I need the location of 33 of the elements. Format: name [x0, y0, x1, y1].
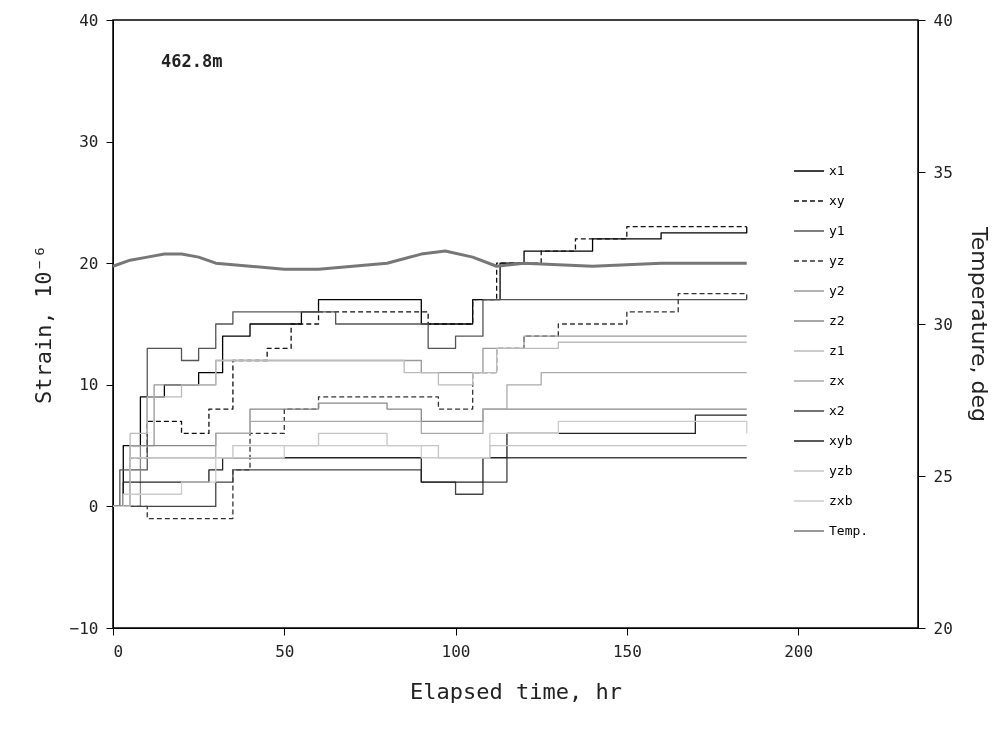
legend-label: xyb [829, 433, 853, 448]
annotation: 462.8m [161, 51, 223, 71]
legend-label: z1 [829, 343, 845, 358]
x-tick-label: 200 [784, 641, 814, 661]
legend-label: yz [829, 253, 845, 268]
y-tick-label: 30 [79, 132, 99, 152]
legend-label: zx [829, 373, 845, 388]
x-tick-label: 100 [441, 641, 471, 661]
x-tick-label: 50 [275, 641, 295, 661]
legend-label: y2 [829, 283, 845, 298]
x-tick-label: 150 [612, 641, 642, 661]
y2-tick-label: 20 [933, 618, 953, 638]
legend-label: x2 [829, 403, 845, 418]
y2-tick-label: 35 [933, 162, 953, 182]
legend-label: x1 [829, 163, 845, 178]
legend-label: yzb [829, 463, 853, 478]
y-tick-label: 40 [79, 10, 99, 30]
legend-label: Temp. [829, 523, 869, 538]
legend-label: xy [829, 193, 845, 208]
legend-label: z2 [829, 313, 845, 328]
y2-axis-title: Temperature, deg [966, 226, 992, 422]
legend-label: zxb [829, 493, 853, 508]
y2-tick-label: 25 [933, 466, 953, 486]
y-tick-label: 20 [79, 253, 99, 273]
y2-tick-label: 40 [933, 10, 953, 30]
y-tick-label: 0 [88, 496, 99, 516]
y2-tick-label: 30 [933, 314, 953, 334]
x-tick-label: 0 [113, 641, 124, 661]
y-tick-label: −10 [69, 618, 99, 638]
legend-label: y1 [829, 223, 845, 238]
y-axis-title: Strain, 10⁻⁶ [30, 245, 56, 404]
y-tick-label: 10 [79, 375, 99, 395]
x-axis-title: Elapsed time, hr [410, 678, 622, 704]
